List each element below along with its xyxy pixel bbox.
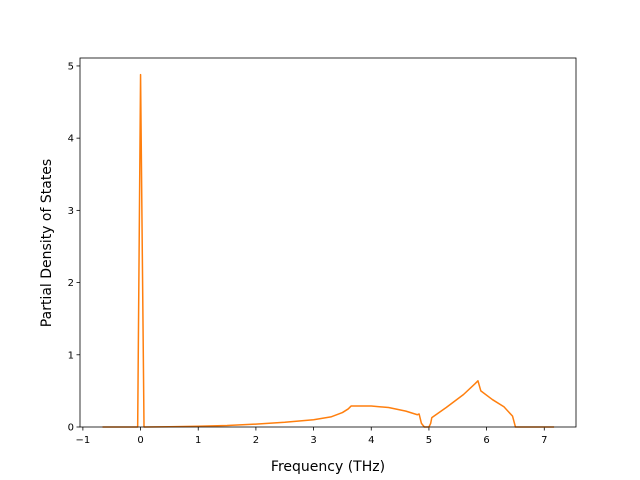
x-axis-label: Frequency (THz) <box>271 459 385 475</box>
y-axis-label: Partial Density of States <box>39 159 55 327</box>
y-tick-label: 5 <box>68 61 74 72</box>
y-tick-label: 2 <box>68 278 74 289</box>
x-tick-label: 5 <box>426 435 432 446</box>
y-tick-label: 4 <box>68 134 74 145</box>
x-tick-label: 1 <box>195 435 201 446</box>
y-tick-label: 1 <box>68 350 74 361</box>
axes-frame <box>79 57 577 428</box>
x-tick-label: 3 <box>310 435 316 446</box>
x-tick-label: 0 <box>137 435 143 446</box>
x-tick-label: 4 <box>368 435 374 446</box>
x-tick-label: 6 <box>483 435 489 446</box>
x-tick-label: −1 <box>76 435 91 446</box>
x-tick-label: 2 <box>253 435 259 446</box>
data-line <box>102 73 555 428</box>
y-tick-label: 0 <box>68 423 74 434</box>
y-tick-label: 3 <box>68 206 74 217</box>
x-tick-label: 7 <box>541 435 547 446</box>
